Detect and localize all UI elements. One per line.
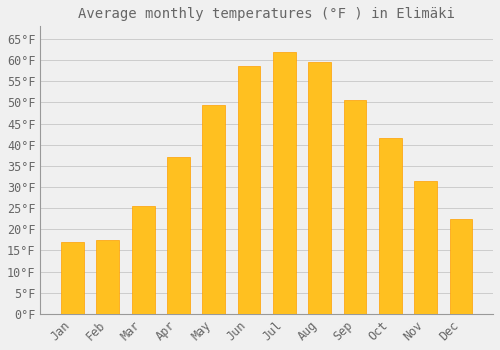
Bar xyxy=(308,62,331,314)
Bar xyxy=(273,52,296,314)
Title: Average monthly temperatures (°F ) in Elimäki: Average monthly temperatures (°F ) in El… xyxy=(78,7,455,21)
Bar xyxy=(450,219,472,314)
Bar xyxy=(96,240,119,314)
Bar xyxy=(379,138,402,314)
Bar xyxy=(61,242,84,314)
Bar xyxy=(167,158,190,314)
Bar xyxy=(414,181,437,314)
Bar xyxy=(344,100,366,314)
Bar xyxy=(202,105,225,314)
Bar xyxy=(132,206,154,314)
Bar xyxy=(238,66,260,314)
